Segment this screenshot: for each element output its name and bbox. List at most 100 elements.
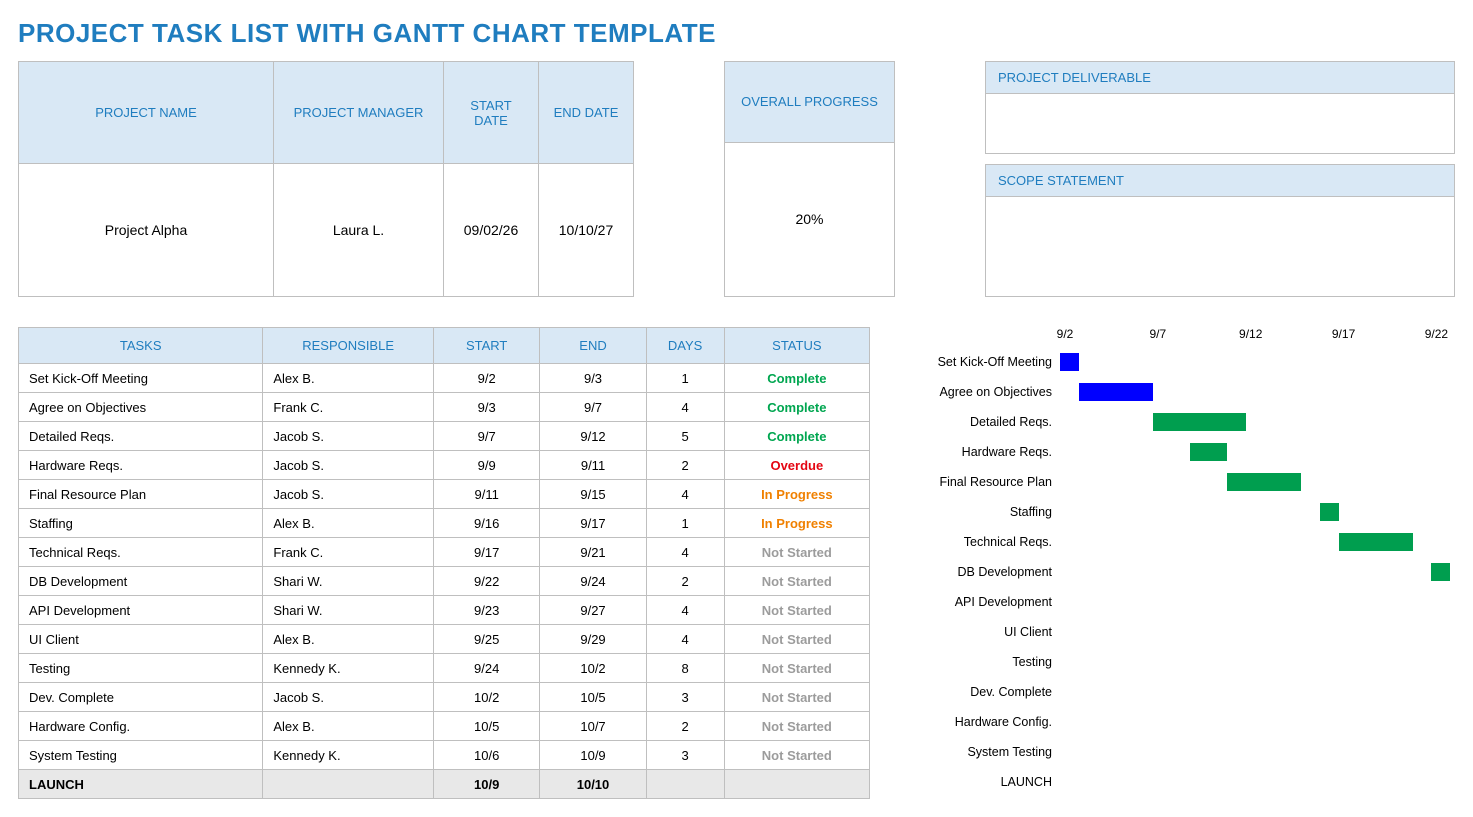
end-cell[interactable]: 9/7: [540, 393, 646, 422]
responsible-cell[interactable]: Shari W.: [263, 596, 434, 625]
end-cell[interactable]: 10/9: [540, 741, 646, 770]
status-cell[interactable]: Complete: [724, 422, 869, 451]
status-cell[interactable]: In Progress: [724, 509, 869, 538]
end-cell[interactable]: 9/12: [540, 422, 646, 451]
end-cell[interactable]: 10/10: [540, 770, 646, 799]
responsible-cell[interactable]: Alex B.: [263, 364, 434, 393]
start-cell[interactable]: 9/3: [433, 393, 540, 422]
end-cell[interactable]: 9/29: [540, 625, 646, 654]
status-cell[interactable]: Complete: [724, 393, 869, 422]
start-cell[interactable]: 9/2: [433, 364, 540, 393]
task-name-cell[interactable]: Final Resource Plan: [19, 480, 263, 509]
end-cell[interactable]: 9/11: [540, 451, 646, 480]
end-cell[interactable]: 9/15: [540, 480, 646, 509]
days-cell[interactable]: 2: [646, 451, 724, 480]
end-cell[interactable]: 9/17: [540, 509, 646, 538]
task-name-cell[interactable]: UI Client: [19, 625, 263, 654]
status-cell[interactable]: Not Started: [724, 741, 869, 770]
end-cell[interactable]: 10/5: [540, 683, 646, 712]
responsible-cell[interactable]: Jacob S.: [263, 451, 434, 480]
days-cell[interactable]: 4: [646, 625, 724, 654]
task-name-cell[interactable]: Detailed Reqs.: [19, 422, 263, 451]
days-cell[interactable]: 8: [646, 654, 724, 683]
responsible-cell[interactable]: Frank C.: [263, 393, 434, 422]
responsible-cell[interactable]: [263, 770, 434, 799]
end-cell[interactable]: 10/2: [540, 654, 646, 683]
task-name-cell[interactable]: System Testing: [19, 741, 263, 770]
responsible-cell[interactable]: Jacob S.: [263, 480, 434, 509]
days-cell[interactable]: 4: [646, 393, 724, 422]
task-name-cell[interactable]: Dev. Complete: [19, 683, 263, 712]
responsible-cell[interactable]: Alex B.: [263, 625, 434, 654]
status-cell[interactable]: In Progress: [724, 480, 869, 509]
status-cell[interactable]: Not Started: [724, 567, 869, 596]
days-cell[interactable]: 4: [646, 538, 724, 567]
project-name-cell[interactable]: Project Alpha: [19, 164, 274, 297]
responsible-cell[interactable]: Kennedy K.: [263, 741, 434, 770]
start-cell[interactable]: 9/23: [433, 596, 540, 625]
task-name-cell[interactable]: Technical Reqs.: [19, 538, 263, 567]
start-cell[interactable]: 10/5: [433, 712, 540, 741]
start-cell[interactable]: 9/17: [433, 538, 540, 567]
task-name-cell[interactable]: Testing: [19, 654, 263, 683]
status-cell[interactable]: Not Started: [724, 712, 869, 741]
days-cell[interactable]: 1: [646, 364, 724, 393]
end-date-cell[interactable]: 10/10/27: [539, 164, 634, 297]
task-name-cell[interactable]: API Development: [19, 596, 263, 625]
task-name-cell[interactable]: Hardware Reqs.: [19, 451, 263, 480]
start-date-cell[interactable]: 09/02/26: [444, 164, 539, 297]
end-cell[interactable]: 10/7: [540, 712, 646, 741]
end-cell[interactable]: 9/27: [540, 596, 646, 625]
th-responsible: RESPONSIBLE: [263, 328, 434, 364]
responsible-cell[interactable]: Shari W.: [263, 567, 434, 596]
task-name-cell[interactable]: DB Development: [19, 567, 263, 596]
status-cell[interactable]: Not Started: [724, 596, 869, 625]
responsible-cell[interactable]: Jacob S.: [263, 422, 434, 451]
start-cell[interactable]: 9/9: [433, 451, 540, 480]
gantt-track: [1060, 353, 1455, 371]
start-cell[interactable]: 9/24: [433, 654, 540, 683]
status-label: Complete: [767, 371, 826, 386]
task-name-cell[interactable]: LAUNCH: [19, 770, 263, 799]
days-cell[interactable]: 4: [646, 480, 724, 509]
responsible-cell[interactable]: Kennedy K.: [263, 654, 434, 683]
end-cell[interactable]: 9/24: [540, 567, 646, 596]
start-cell[interactable]: 10/9: [433, 770, 540, 799]
end-cell[interactable]: 9/21: [540, 538, 646, 567]
status-cell[interactable]: Complete: [724, 364, 869, 393]
gantt-row-label: UI Client: [910, 625, 1060, 639]
deliverable-body[interactable]: [985, 94, 1455, 154]
start-cell[interactable]: 9/7: [433, 422, 540, 451]
status-cell[interactable]: Overdue: [724, 451, 869, 480]
days-cell[interactable]: 3: [646, 741, 724, 770]
task-name-cell[interactable]: Set Kick-Off Meeting: [19, 364, 263, 393]
end-cell[interactable]: 9/3: [540, 364, 646, 393]
days-cell[interactable]: [646, 770, 724, 799]
days-cell[interactable]: 5: [646, 422, 724, 451]
task-name-cell[interactable]: Staffing: [19, 509, 263, 538]
start-cell[interactable]: 10/2: [433, 683, 540, 712]
days-cell[interactable]: 2: [646, 567, 724, 596]
start-cell[interactable]: 10/6: [433, 741, 540, 770]
responsible-cell[interactable]: Jacob S.: [263, 683, 434, 712]
start-cell[interactable]: 9/11: [433, 480, 540, 509]
days-cell[interactable]: 1: [646, 509, 724, 538]
status-cell[interactable]: Not Started: [724, 538, 869, 567]
status-cell[interactable]: Not Started: [724, 654, 869, 683]
days-cell[interactable]: 3: [646, 683, 724, 712]
status-cell[interactable]: [724, 770, 869, 799]
scope-body[interactable]: [985, 197, 1455, 297]
status-cell[interactable]: Not Started: [724, 683, 869, 712]
start-cell[interactable]: 9/22: [433, 567, 540, 596]
status-cell[interactable]: Not Started: [724, 625, 869, 654]
days-cell[interactable]: 4: [646, 596, 724, 625]
days-cell[interactable]: 2: [646, 712, 724, 741]
task-name-cell[interactable]: Agree on Objectives: [19, 393, 263, 422]
start-cell[interactable]: 9/25: [433, 625, 540, 654]
responsible-cell[interactable]: Frank C.: [263, 538, 434, 567]
responsible-cell[interactable]: Alex B.: [263, 712, 434, 741]
start-cell[interactable]: 9/16: [433, 509, 540, 538]
responsible-cell[interactable]: Alex B.: [263, 509, 434, 538]
task-name-cell[interactable]: Hardware Config.: [19, 712, 263, 741]
project-manager-cell[interactable]: Laura L.: [274, 164, 444, 297]
